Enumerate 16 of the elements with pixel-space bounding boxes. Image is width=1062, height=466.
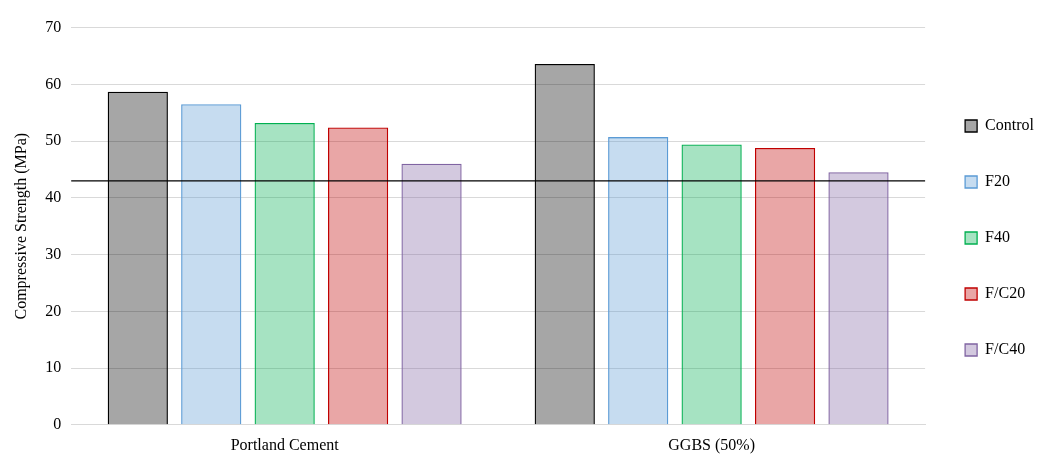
y-tick-label: 20 [45, 301, 62, 319]
y-tick-label: 10 [45, 358, 62, 376]
y-tick-label: 30 [45, 244, 62, 262]
y-tick-label: 70 [45, 17, 62, 35]
legend-label: Control [985, 116, 1035, 134]
y-tick-label: 50 [45, 131, 62, 149]
legend-label: F20 [985, 172, 1011, 190]
legend-label: F40 [985, 228, 1011, 246]
y-tick-label: 40 [45, 188, 62, 206]
x-tick-label: Portland Cement [230, 435, 340, 453]
y-tick-label: 60 [45, 74, 62, 92]
y-axis-title: Compressive Strength (MPa) [11, 132, 30, 320]
legend-label: F/C20 [985, 284, 1026, 302]
y-tick-label: 0 [53, 415, 62, 432]
x-tick-label: GGBS (50%) [668, 435, 755, 454]
legend-label: F/C40 [985, 340, 1026, 358]
